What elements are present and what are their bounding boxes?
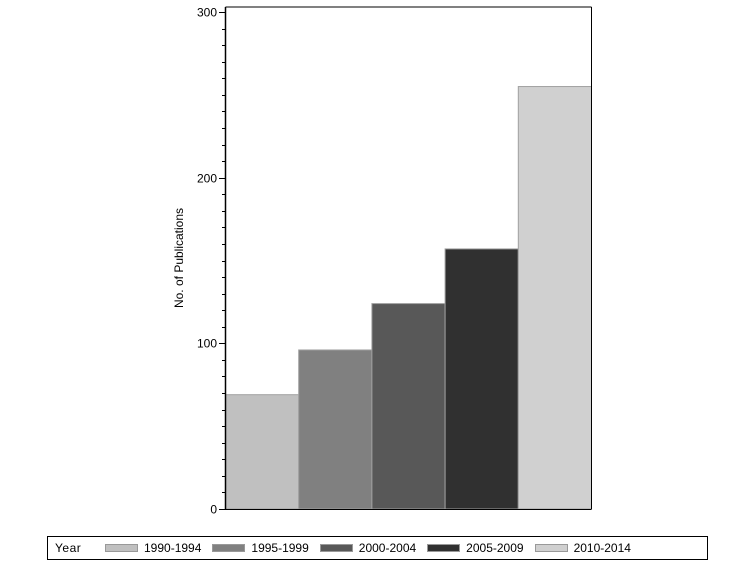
legend-label: 1990-1994 (144, 541, 202, 555)
bar-1995-1999 (298, 349, 373, 510)
y-tick-label: 100 (197, 337, 217, 351)
legend-swatch (105, 544, 138, 552)
bars-group (225, 86, 592, 510)
legend-item-2000-2004: 2000-2004 (319, 541, 417, 555)
y-tick-label: 200 (197, 172, 217, 186)
y-tick-label: 300 (197, 6, 217, 20)
legend-swatch (212, 544, 246, 552)
legend-label: 2000-2004 (358, 541, 417, 555)
legend-item-2005-2009: 2005-2009 (427, 541, 524, 555)
legend-title: Year (55, 541, 82, 555)
bar-2005-2009 (444, 248, 519, 510)
legend-swatch (319, 544, 353, 552)
y-axis-label: No. of Publications (172, 208, 186, 308)
legend: Year 1990-1994 1995-1999 2000-2004 2005-… (47, 536, 708, 560)
legend-swatch (534, 544, 568, 552)
legend-item-1990-1994: 1990-1994 (105, 541, 201, 555)
legend-label: 2010-2014 (573, 541, 631, 555)
y-axis-ticks: 0 100 200 300 (197, 6, 225, 517)
legend-item-1995-1999: 1995-1999 (212, 541, 309, 555)
legend-label: 2005-2009 (466, 541, 524, 555)
bar-1990-1994 (225, 394, 300, 510)
legend-swatch (427, 544, 461, 552)
legend-label: 1995-1999 (251, 541, 309, 555)
bar-2010-2014 (517, 86, 592, 510)
y-tick-label: 0 (210, 503, 217, 517)
bar-2000-2004 (371, 303, 446, 510)
legend-item-2010-2014: 2010-2014 (534, 541, 631, 555)
